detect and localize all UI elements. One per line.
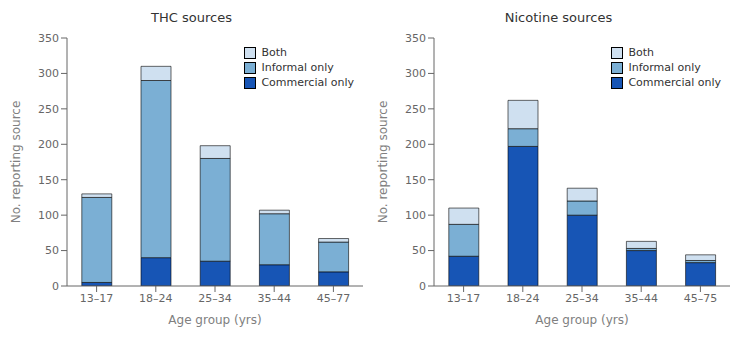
svg-text:200: 200 [38, 138, 59, 151]
svg-text:150: 150 [405, 174, 426, 187]
svg-text:100: 100 [405, 209, 426, 222]
svg-text:250: 250 [38, 103, 59, 116]
svg-text:13–17: 13–17 [447, 292, 481, 305]
svg-text:50: 50 [45, 244, 59, 257]
html-text:Commercial only: Commercial only [261, 76, 354, 89]
svg-text:No. reporting source: No. reporting source [376, 101, 390, 224]
svg-text:300: 300 [405, 67, 426, 80]
svg-text:45–77: 45–77 [317, 292, 351, 305]
svg-text:350: 350 [38, 32, 59, 45]
svg-text:18–24: 18–24 [506, 292, 540, 305]
html-text:Informal only: Informal only [628, 61, 701, 74]
html-text:Commercial only: Commercial only [628, 76, 721, 89]
html-text:THC sources: THC sources [151, 10, 232, 25]
svg-text:0: 0 [419, 280, 426, 293]
svg-text:0: 0 [52, 280, 59, 293]
svg-text:35–44: 35–44 [624, 292, 658, 305]
svg-text:25–34: 25–34 [565, 292, 599, 305]
svg-text:No. reporting source: No. reporting source [9, 101, 23, 224]
html-text:Both: Both [628, 46, 654, 59]
svg-text:100: 100 [38, 209, 59, 222]
html-text:Both: Both [261, 46, 287, 59]
svg-text:150: 150 [38, 174, 59, 187]
svg-text:300: 300 [38, 67, 59, 80]
svg-text:25–34: 25–34 [198, 292, 232, 305]
svg-text:35–44: 35–44 [257, 292, 291, 305]
svg-text:250: 250 [405, 103, 426, 116]
svg-text:45–75: 45–75 [684, 292, 718, 305]
svg-text:350: 350 [405, 32, 426, 45]
svg-text:Age group (yrs): Age group (yrs) [535, 313, 628, 327]
html-text:Informal only: Informal only [261, 61, 334, 74]
svg-text:13–17: 13–17 [80, 292, 114, 305]
svg-text:Age group (yrs): Age group (yrs) [168, 313, 261, 327]
html-text:Nicotine sources: Nicotine sources [504, 10, 613, 25]
svg-text:200: 200 [405, 138, 426, 151]
svg-text:18–24: 18–24 [139, 292, 173, 305]
svg-text:50: 50 [412, 244, 426, 257]
